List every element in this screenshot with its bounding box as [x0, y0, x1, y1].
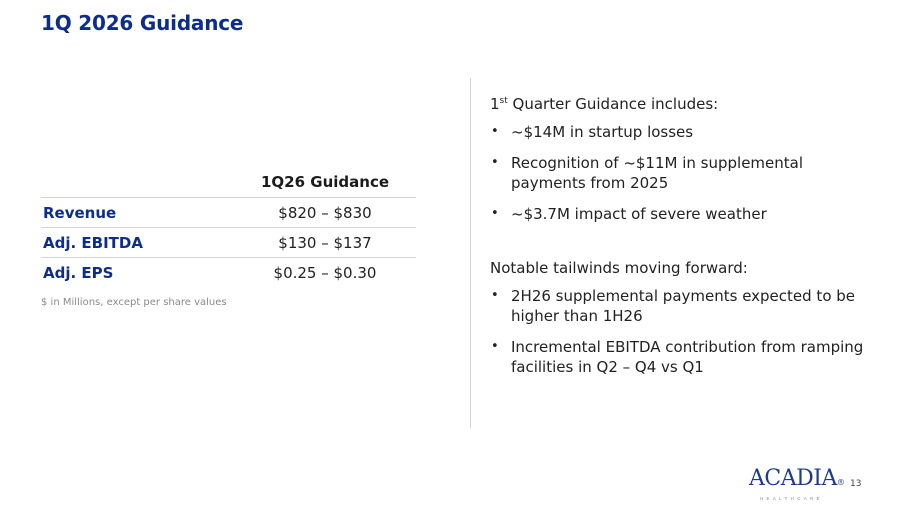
- logo-text: ACADIA: [749, 466, 837, 491]
- slide-title: 1Q 2026 Guidance: [41, 11, 244, 35]
- row-label: Revenue: [43, 204, 117, 222]
- row-label: Adj. EPS: [43, 264, 114, 282]
- section-heading-q1-includes: 1st Quarter Guidance includes:: [490, 94, 870, 114]
- bullet-text: Incremental EBITDA contribution from ram…: [511, 338, 864, 376]
- bullet-icon: •: [491, 339, 499, 354]
- list-item: • ~$14M in startup losses: [490, 122, 870, 142]
- row-label: Adj. EBITDA: [43, 234, 143, 252]
- list-item: • Incremental EBITDA contribution from r…: [490, 337, 870, 377]
- table-row-adj-eps: Adj. EPS $0.25 – $0.30: [41, 258, 416, 287]
- vertical-divider: [470, 78, 471, 428]
- table-row-revenue: Revenue $820 – $830: [41, 198, 416, 228]
- row-value: $820 – $830: [278, 204, 372, 222]
- page-number: 13: [850, 479, 862, 489]
- heading-prefix: 1: [490, 95, 500, 113]
- bullet-icon: •: [491, 155, 499, 170]
- list-item: • Recognition of ~$11M in supplemental p…: [490, 153, 870, 193]
- bullet-icon: •: [491, 206, 499, 221]
- bullet-text: 2H26 supplemental payments expected to b…: [511, 287, 856, 325]
- heading-superscript: st: [499, 96, 508, 106]
- table-header-row: 1Q26 Guidance: [41, 166, 416, 198]
- row-value: $0.25 – $0.30: [273, 264, 377, 282]
- section-heading-tailwinds: Notable tailwinds moving forward:: [490, 259, 748, 277]
- heading-text: Quarter Guidance includes:: [507, 95, 719, 113]
- bullet-icon: •: [491, 288, 499, 303]
- acadia-logo: ACADIA® HEALTHCARE: [749, 466, 845, 502]
- bullet-text: ~$14M in startup losses: [511, 123, 694, 141]
- guidance-table: 1Q26 Guidance Revenue $820 – $830 Adj. E…: [41, 166, 416, 287]
- bullet-icon: •: [491, 124, 499, 139]
- table-footnote: $ in Millions, except per share values: [41, 297, 227, 308]
- section-spacer: [490, 235, 870, 258]
- list-item: • ~$3.7M impact of severe weather: [490, 204, 870, 224]
- column-header-1q26-guidance: 1Q26 Guidance: [260, 173, 390, 191]
- bullet-text: ~$3.7M impact of severe weather: [511, 205, 767, 223]
- registered-mark-icon: ®: [836, 478, 845, 487]
- table-row-adj-ebitda: Adj. EBITDA $130 – $137: [41, 228, 416, 258]
- logo-wordmark: ACADIA®: [749, 466, 845, 494]
- logo-tagline: HEALTHCARE: [760, 496, 823, 501]
- list-item: • 2H26 supplemental payments expected to…: [490, 286, 870, 326]
- commentary-panel: 1st Quarter Guidance includes: • ~$14M i…: [490, 94, 870, 388]
- row-value: $130 – $137: [278, 234, 372, 252]
- bullet-text: Recognition of ~$11M in supplemental pay…: [511, 154, 804, 192]
